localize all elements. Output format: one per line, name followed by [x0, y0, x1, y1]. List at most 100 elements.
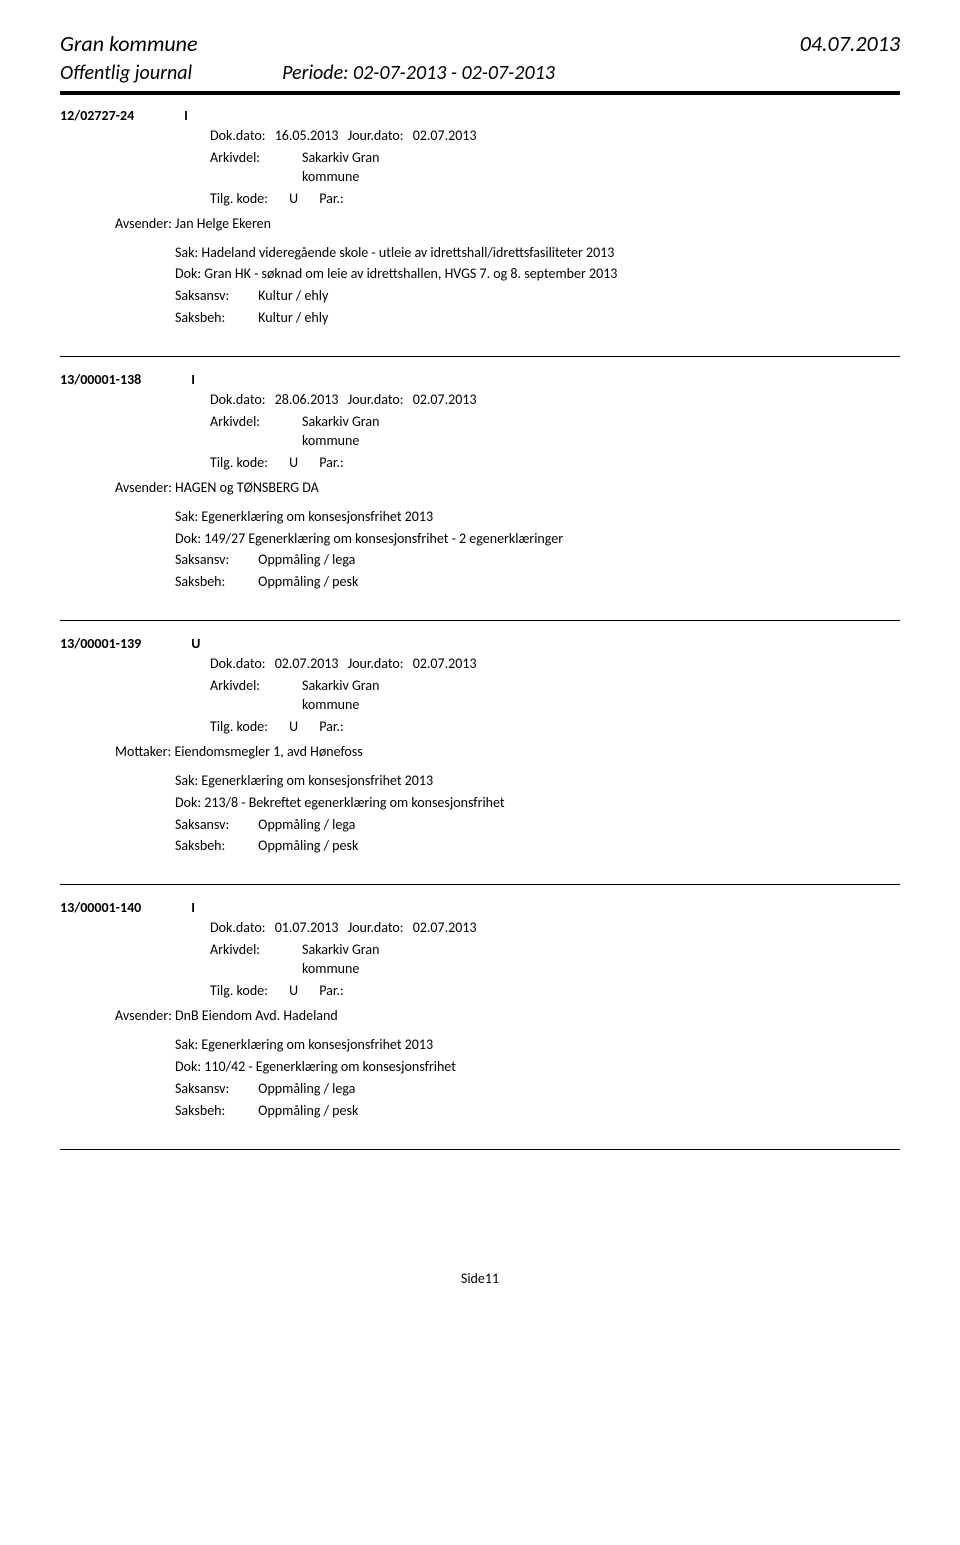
- tilg-label: Tilg. kode:: [210, 454, 268, 471]
- jourdato-value: 02.07.2013: [413, 391, 477, 408]
- sak-value: Egenerklæring om konsesjonsfrihet 2013: [201, 772, 433, 789]
- sak-label: Sak:: [175, 244, 198, 261]
- dok-value: 213/8 - Bekreftet egenerklæring om konse…: [204, 794, 504, 811]
- saksansv-row: Saksansv: Oppmåling / lega: [60, 551, 900, 570]
- sak-row: Sak: Egenerklæring om konsesjonsfrihet 2…: [60, 1036, 900, 1055]
- date-row: Dok.dato: 28.06.2013 Jour.dato: 02.07.20…: [60, 391, 900, 410]
- arkivdel-label: Arkivdel:: [210, 413, 260, 451]
- entry-header-row: 13/00001-140 I: [60, 899, 900, 916]
- saksansv-value: Oppmåling / lega: [258, 816, 355, 833]
- arkivdel-label: Arkivdel:: [210, 677, 260, 715]
- period-label: Periode: 02-07-2013 - 02-07-2013: [282, 61, 555, 85]
- sak-row: Sak: Hadeland videregående skole - utlei…: [60, 244, 900, 263]
- saksbeh-row: Saksbeh: Oppmåling / pesk: [60, 837, 900, 856]
- doc-type: U: [191, 635, 200, 652]
- tilg-kode: U: [289, 982, 298, 999]
- dokdato-value: 16.05.2013: [275, 127, 339, 144]
- tilg-label: Tilg. kode:: [210, 718, 268, 735]
- saksansv-value: Oppmåling / lega: [258, 551, 355, 568]
- sak-label: Sak:: [175, 508, 198, 525]
- journal-entry: 13/00001-139 U Dok.dato: 02.07.2013 Jour…: [60, 635, 900, 856]
- tilg-row: Tilg. kode: U Par.:: [60, 454, 900, 473]
- date-row: Dok.dato: 16.05.2013 Jour.dato: 02.07.20…: [60, 127, 900, 146]
- saksansv-row: Saksansv: Kultur / ehly: [60, 287, 900, 306]
- sender-label: Avsender:: [115, 1007, 172, 1024]
- sender-value: Jan Helge Ekeren: [175, 215, 271, 232]
- tilg-row: Tilg. kode: U Par.:: [60, 190, 900, 209]
- sender-label: Avsender:: [115, 215, 172, 232]
- arkivdel-value: Sakarkiv Gran kommune: [302, 677, 412, 715]
- jourdato-value: 02.07.2013: [413, 655, 477, 672]
- saksansv-label: Saksansv:: [175, 1080, 255, 1099]
- page-footer: Side11: [60, 1270, 900, 1287]
- dok-row: Dok: Gran HK - søknad om leie av idretts…: [60, 265, 900, 284]
- journal-entry: 13/00001-138 I Dok.dato: 28.06.2013 Jour…: [60, 371, 900, 592]
- sak-value: Egenerklæring om konsesjonsfrihet 2013: [201, 1036, 433, 1053]
- case-id: 12/02727-24: [60, 107, 134, 124]
- case-id: 13/00001-139: [60, 635, 141, 652]
- par-label: Par.:: [319, 454, 343, 471]
- dok-label: Dok:: [175, 1058, 201, 1075]
- dokdato-value: 01.07.2013: [275, 919, 339, 936]
- arkivdel-row: Arkivdel: Sakarkiv Gran kommune: [60, 149, 900, 187]
- sender-label: Mottaker:: [115, 743, 171, 760]
- saksansv-label: Saksansv:: [175, 287, 255, 306]
- par-label: Par.:: [319, 718, 343, 735]
- jourdato-label: Jour.dato:: [348, 127, 404, 144]
- jourdato-value: 02.07.2013: [413, 919, 477, 936]
- saksbeh-value: Oppmåling / pesk: [258, 573, 358, 590]
- dok-row: Dok: 110/42 - Egenerklæring om konsesjon…: [60, 1058, 900, 1077]
- tilg-label: Tilg. kode:: [210, 982, 268, 999]
- saksbeh-label: Saksbeh:: [175, 309, 255, 328]
- journal-label: Offentlig journal: [60, 61, 192, 85]
- sak-row: Sak: Egenerklæring om konsesjonsfrihet 2…: [60, 772, 900, 791]
- entry-divider: [60, 884, 900, 885]
- case-id: 13/00001-140: [60, 899, 141, 916]
- dok-label: Dok:: [175, 530, 201, 547]
- arkivdel-value: Sakarkiv Gran kommune: [302, 941, 412, 979]
- tilg-row: Tilg. kode: U Par.:: [60, 718, 900, 737]
- sender-row: Avsender: HAGEN og TØNSBERG DA: [60, 479, 900, 496]
- entry-header-row: 13/00001-139 U: [60, 635, 900, 652]
- arkivdel-row: Arkivdel: Sakarkiv Gran kommune: [60, 413, 900, 451]
- sender-value: Eiendomsmegler 1, avd Hønefoss: [174, 743, 362, 760]
- saksansv-row: Saksansv: Oppmåling / lega: [60, 1080, 900, 1099]
- dok-value: 149/27 Egenerklæring om konsesjonsfrihet…: [204, 530, 563, 547]
- saksbeh-value: Oppmåling / pesk: [258, 837, 358, 854]
- sender-row: Avsender: DnB Eiendom Avd. Hadeland: [60, 1007, 900, 1024]
- dok-row: Dok: 149/27 Egenerklæring om konsesjonsf…: [60, 530, 900, 549]
- arkivdel-value: Sakarkiv Gran kommune: [302, 149, 412, 187]
- par-label: Par.:: [319, 190, 343, 207]
- tilg-kode: U: [289, 718, 298, 735]
- jourdato-label: Jour.dato:: [348, 655, 404, 672]
- entry-header-row: 12/02727-24 I: [60, 107, 900, 124]
- entry-divider: [60, 1149, 900, 1150]
- page-header: Gran kommune 04.07.2013: [60, 30, 900, 57]
- journal-entry: 12/02727-24 I Dok.dato: 16.05.2013 Jour.…: [60, 107, 900, 328]
- sak-label: Sak:: [175, 772, 198, 789]
- dokdato-value: 02.07.2013: [275, 655, 339, 672]
- header-date: 04.07.2013: [800, 30, 900, 57]
- dokdato-label: Dok.dato:: [210, 919, 266, 936]
- saksansv-value: Oppmåling / lega: [258, 1080, 355, 1097]
- tilg-kode: U: [289, 454, 298, 471]
- dokdato-value: 28.06.2013: [275, 391, 339, 408]
- entry-divider: [60, 356, 900, 357]
- saksbeh-value: Kultur / ehly: [258, 309, 328, 326]
- sender-value: DnB Eiendom Avd. Hadeland: [175, 1007, 338, 1024]
- saksbeh-value: Oppmåling / pesk: [258, 1102, 358, 1119]
- saksbeh-row: Saksbeh: Oppmåling / pesk: [60, 1102, 900, 1121]
- jourdato-label: Jour.dato:: [348, 919, 404, 936]
- arkivdel-row: Arkivdel: Sakarkiv Gran kommune: [60, 677, 900, 715]
- arkivdel-label: Arkivdel:: [210, 149, 260, 187]
- journal-entry: 13/00001-140 I Dok.dato: 01.07.2013 Jour…: [60, 899, 900, 1120]
- saksansv-label: Saksansv:: [175, 551, 255, 570]
- tilg-row: Tilg. kode: U Par.:: [60, 982, 900, 1001]
- org-name: Gran kommune: [60, 30, 198, 57]
- arkivdel-row: Arkivdel: Sakarkiv Gran kommune: [60, 941, 900, 979]
- page-subheader: Offentlig journal Periode: 02-07-2013 - …: [60, 61, 900, 85]
- saksbeh-label: Saksbeh:: [175, 573, 255, 592]
- sak-row: Sak: Egenerklæring om konsesjonsfrihet 2…: [60, 508, 900, 527]
- tilg-kode: U: [289, 190, 298, 207]
- jourdato-label: Jour.dato:: [348, 391, 404, 408]
